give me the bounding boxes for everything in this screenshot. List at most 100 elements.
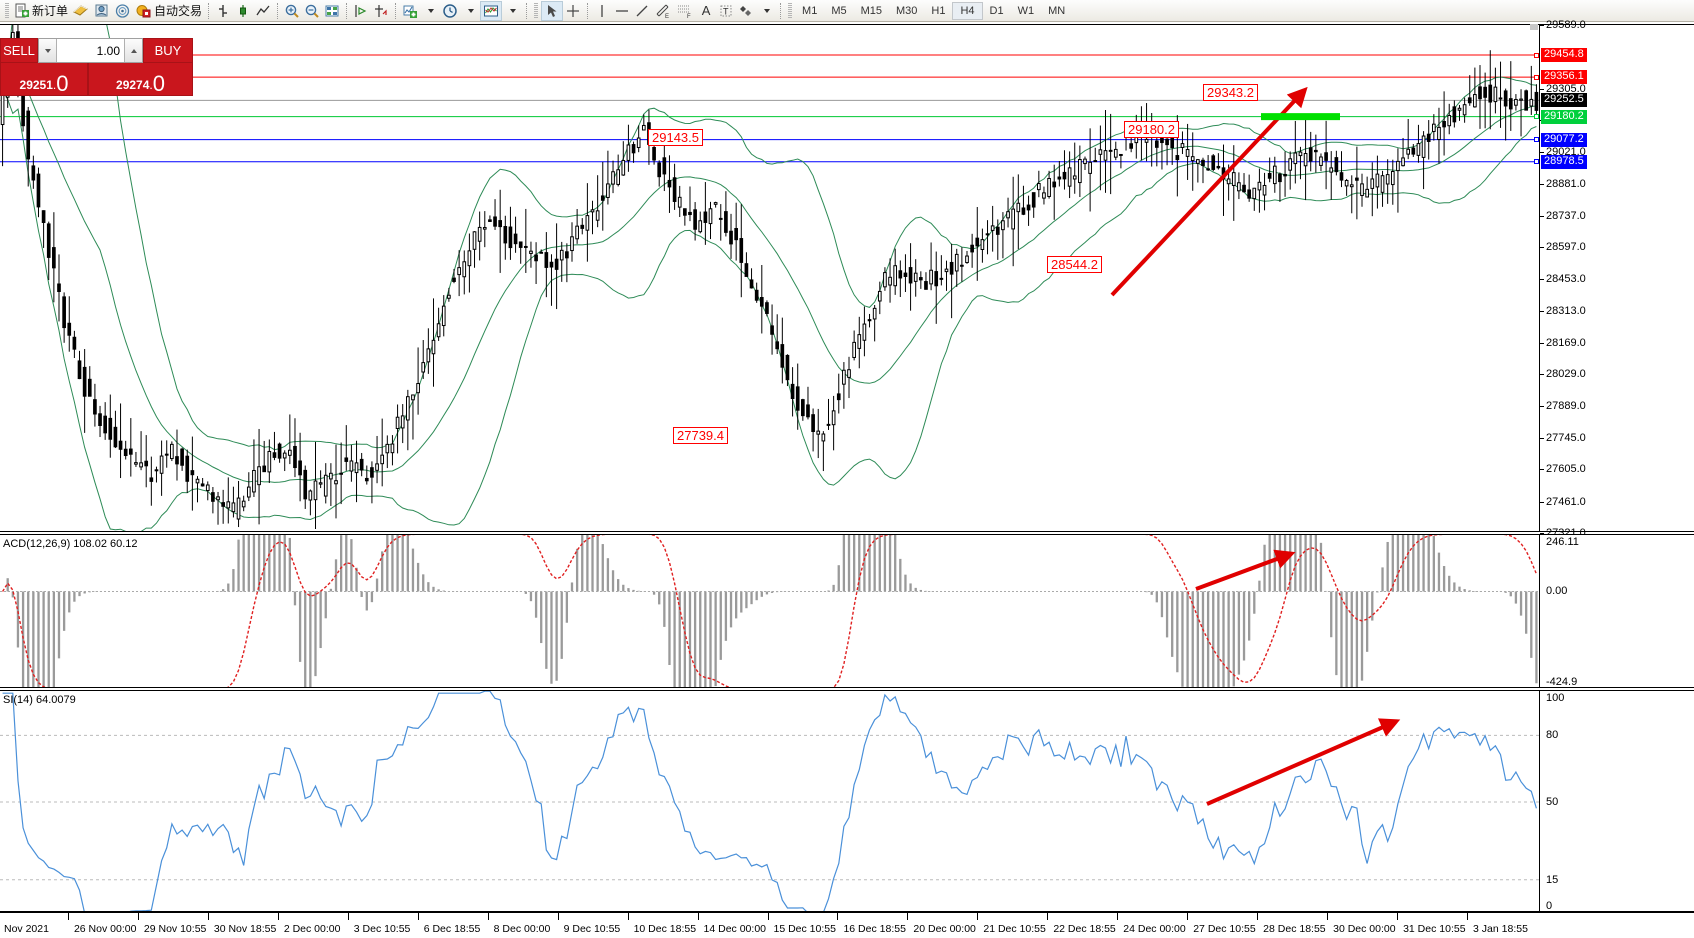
svg-text:F: F: [687, 14, 691, 19]
time-separator: [557, 913, 559, 920]
buy-button[interactable]: BUY: [143, 38, 193, 63]
chart-grid-icon[interactable]: [322, 1, 342, 21]
toolbar-grip[interactable]: [5, 2, 9, 19]
time-axis[interactable]: Nov 2021 26 Nov 00:00 29 Nov 10:55 30 Nov 1…: [0, 912, 1694, 938]
buy-price-fraction: 0: [152, 71, 165, 96]
price-tick-label: 28453.0: [1546, 273, 1586, 286]
time-separator: [1047, 913, 1049, 920]
line-handle[interactable]: [1534, 137, 1539, 143]
shift-chart-icon[interactable]: [351, 1, 371, 21]
fibonacci-icon[interactable]: F: [674, 1, 696, 21]
toolbar-grip-3[interactable]: [788, 2, 793, 19]
bar-chart-icon[interactable]: [213, 1, 233, 21]
zoom-in-icon[interactable]: [282, 1, 302, 21]
templates-dropdown-caret[interactable]: [502, 1, 522, 21]
timeframe-h4[interactable]: H4: [952, 1, 983, 20]
add-indicator-icon[interactable]: [400, 1, 420, 21]
main-chart-plot[interactable]: [0, 25, 1539, 531]
new-order-button[interactable]: 新订单: [12, 1, 70, 21]
price-annotation[interactable]: 28544.2: [1047, 256, 1102, 273]
price-axis[interactable]: 29589.029305.029163.029021.028881.028737…: [1534, 19, 1694, 539]
text-tool-icon[interactable]: A: [696, 1, 716, 21]
rsi-tick-label: 100: [1546, 692, 1565, 704]
toolbar-grip-2[interactable]: [534, 2, 539, 19]
trendline-icon[interactable]: [632, 1, 652, 21]
timeframe-h1[interactable]: H1: [931, 4, 946, 17]
toolbar-separator-3: [346, 2, 348, 19]
volume-decrease-button[interactable]: [39, 39, 57, 62]
volume-input[interactable]: 1.00: [96, 43, 120, 58]
price-tag-blue[interactable]: 29077.2: [1541, 132, 1587, 147]
price-annotation[interactable]: 29180.2: [1124, 121, 1179, 138]
price-tag-green[interactable]: 29180.2: [1541, 109, 1587, 124]
price-tag-red[interactable]: 29356.1: [1541, 70, 1587, 85]
sell-price-display[interactable]: 29251 . 0: [0, 63, 88, 96]
indicator-dropdown-caret[interactable]: [420, 1, 440, 21]
line-handle[interactable]: [1534, 74, 1539, 80]
price-tag-blue[interactable]: 28978.5: [1541, 154, 1587, 169]
label-tool-icon[interactable]: T: [716, 1, 736, 21]
axis-tickmark: [1540, 310, 1544, 312]
macd-pane[interactable]: ACD(12,26,9) 108.02 60.12 246.11 0.00 -424…: [0, 534, 1694, 688]
line-chart-icon[interactable]: [253, 1, 273, 21]
axis-tickmark: [1540, 88, 1544, 90]
timeframe-clock-icon[interactable]: [440, 1, 460, 21]
shapes-dropdown-caret[interactable]: [756, 1, 776, 21]
timeframe-m5[interactable]: M5: [831, 4, 847, 17]
axis-tickmark: [1540, 405, 1544, 407]
one-click-trading-panel[interactable]: SELL 1.00 BUY 29251 . 0 29274 . 0: [0, 38, 193, 96]
timeframe-group: M1 M5 M15 M30 H1 H4 D1 W1 MN: [795, 1, 1072, 20]
time-tick-label: 26 Nov 00:00: [73, 923, 137, 935]
toolbar-separator-6: [587, 2, 589, 19]
line-handle[interactable]: [1534, 52, 1539, 58]
auto-scroll-icon[interactable]: [371, 1, 391, 21]
timeframe-d1[interactable]: D1: [989, 4, 1004, 17]
price-tag-red[interactable]: 29454.8: [1541, 48, 1587, 63]
time-separator: [837, 913, 839, 920]
timeframe-m1[interactable]: M1: [802, 4, 818, 17]
data-window-icon[interactable]: [91, 1, 112, 21]
time-separator: [487, 913, 489, 920]
buy-price-display[interactable]: 29274 . 0: [88, 63, 193, 96]
vertical-line-icon[interactable]: [592, 1, 612, 21]
time-tick-label: 14 Dec 00:00: [703, 923, 766, 935]
axis-tickmark: [1540, 533, 1544, 534]
candlestick-chart-icon[interactable]: [233, 1, 253, 21]
sell-button[interactable]: SELL: [0, 38, 38, 63]
toolbar-separator-2: [277, 2, 279, 19]
price-annotation[interactable]: 29343.2: [1203, 84, 1258, 101]
price-tag-black[interactable]: 29252.5: [1541, 93, 1587, 108]
timeframe-mn[interactable]: MN: [1048, 4, 1066, 17]
line-handle[interactable]: [1534, 114, 1539, 120]
rsi-pane[interactable]: SI(14) 64.0079 100 80 50 15 0: [0, 690, 1694, 912]
svg-text:E: E: [665, 14, 669, 19]
horizontal-line-icon[interactable]: [612, 1, 632, 21]
chart-scroll-thumb[interactable]: [1530, 24, 1538, 30]
toolbar-separator-4: [395, 2, 397, 19]
time-tick-label: 10 Dec 18:55: [633, 923, 697, 935]
timeframe-m30[interactable]: M30: [896, 4, 918, 17]
equidistant-channel-icon[interactable]: E: [652, 1, 674, 21]
volume-increase-button[interactable]: [124, 39, 142, 62]
line-handle[interactable]: [1534, 159, 1539, 165]
timeframe-m15[interactable]: M15: [860, 4, 882, 17]
templates-icon[interactable]: [480, 0, 503, 21]
crosshair-icon[interactable]: [563, 1, 583, 21]
volume-stepper[interactable]: 1.00: [38, 38, 143, 63]
shapes-icon[interactable]: [736, 1, 756, 21]
rsi-plot[interactable]: [0, 691, 1539, 911]
timeframe-w1[interactable]: W1: [1017, 4, 1035, 17]
main-chart-pane[interactable]: 29589.029305.029163.029021.028881.028737…: [0, 19, 1694, 539]
cursor-icon[interactable]: [541, 0, 564, 21]
zoom-out-icon[interactable]: [302, 1, 322, 21]
time-tick-label: 31 Dec 10:55: [1403, 923, 1466, 935]
macd-plot[interactable]: [0, 535, 1539, 687]
price-annotation[interactable]: 29143.5: [648, 129, 703, 146]
market-watch-icon[interactable]: [70, 1, 91, 21]
price-annotation[interactable]: 27739.4: [673, 427, 728, 444]
timeframe-dropdown-caret[interactable]: [460, 1, 480, 21]
rsi-axis: 100 80 50 15 0: [1539, 691, 1694, 912]
time-tick-label: Nov 2021: [4, 923, 49, 935]
auto-trading-button[interactable]: 自动交易: [133, 1, 204, 21]
navigator-icon[interactable]: [112, 1, 133, 21]
